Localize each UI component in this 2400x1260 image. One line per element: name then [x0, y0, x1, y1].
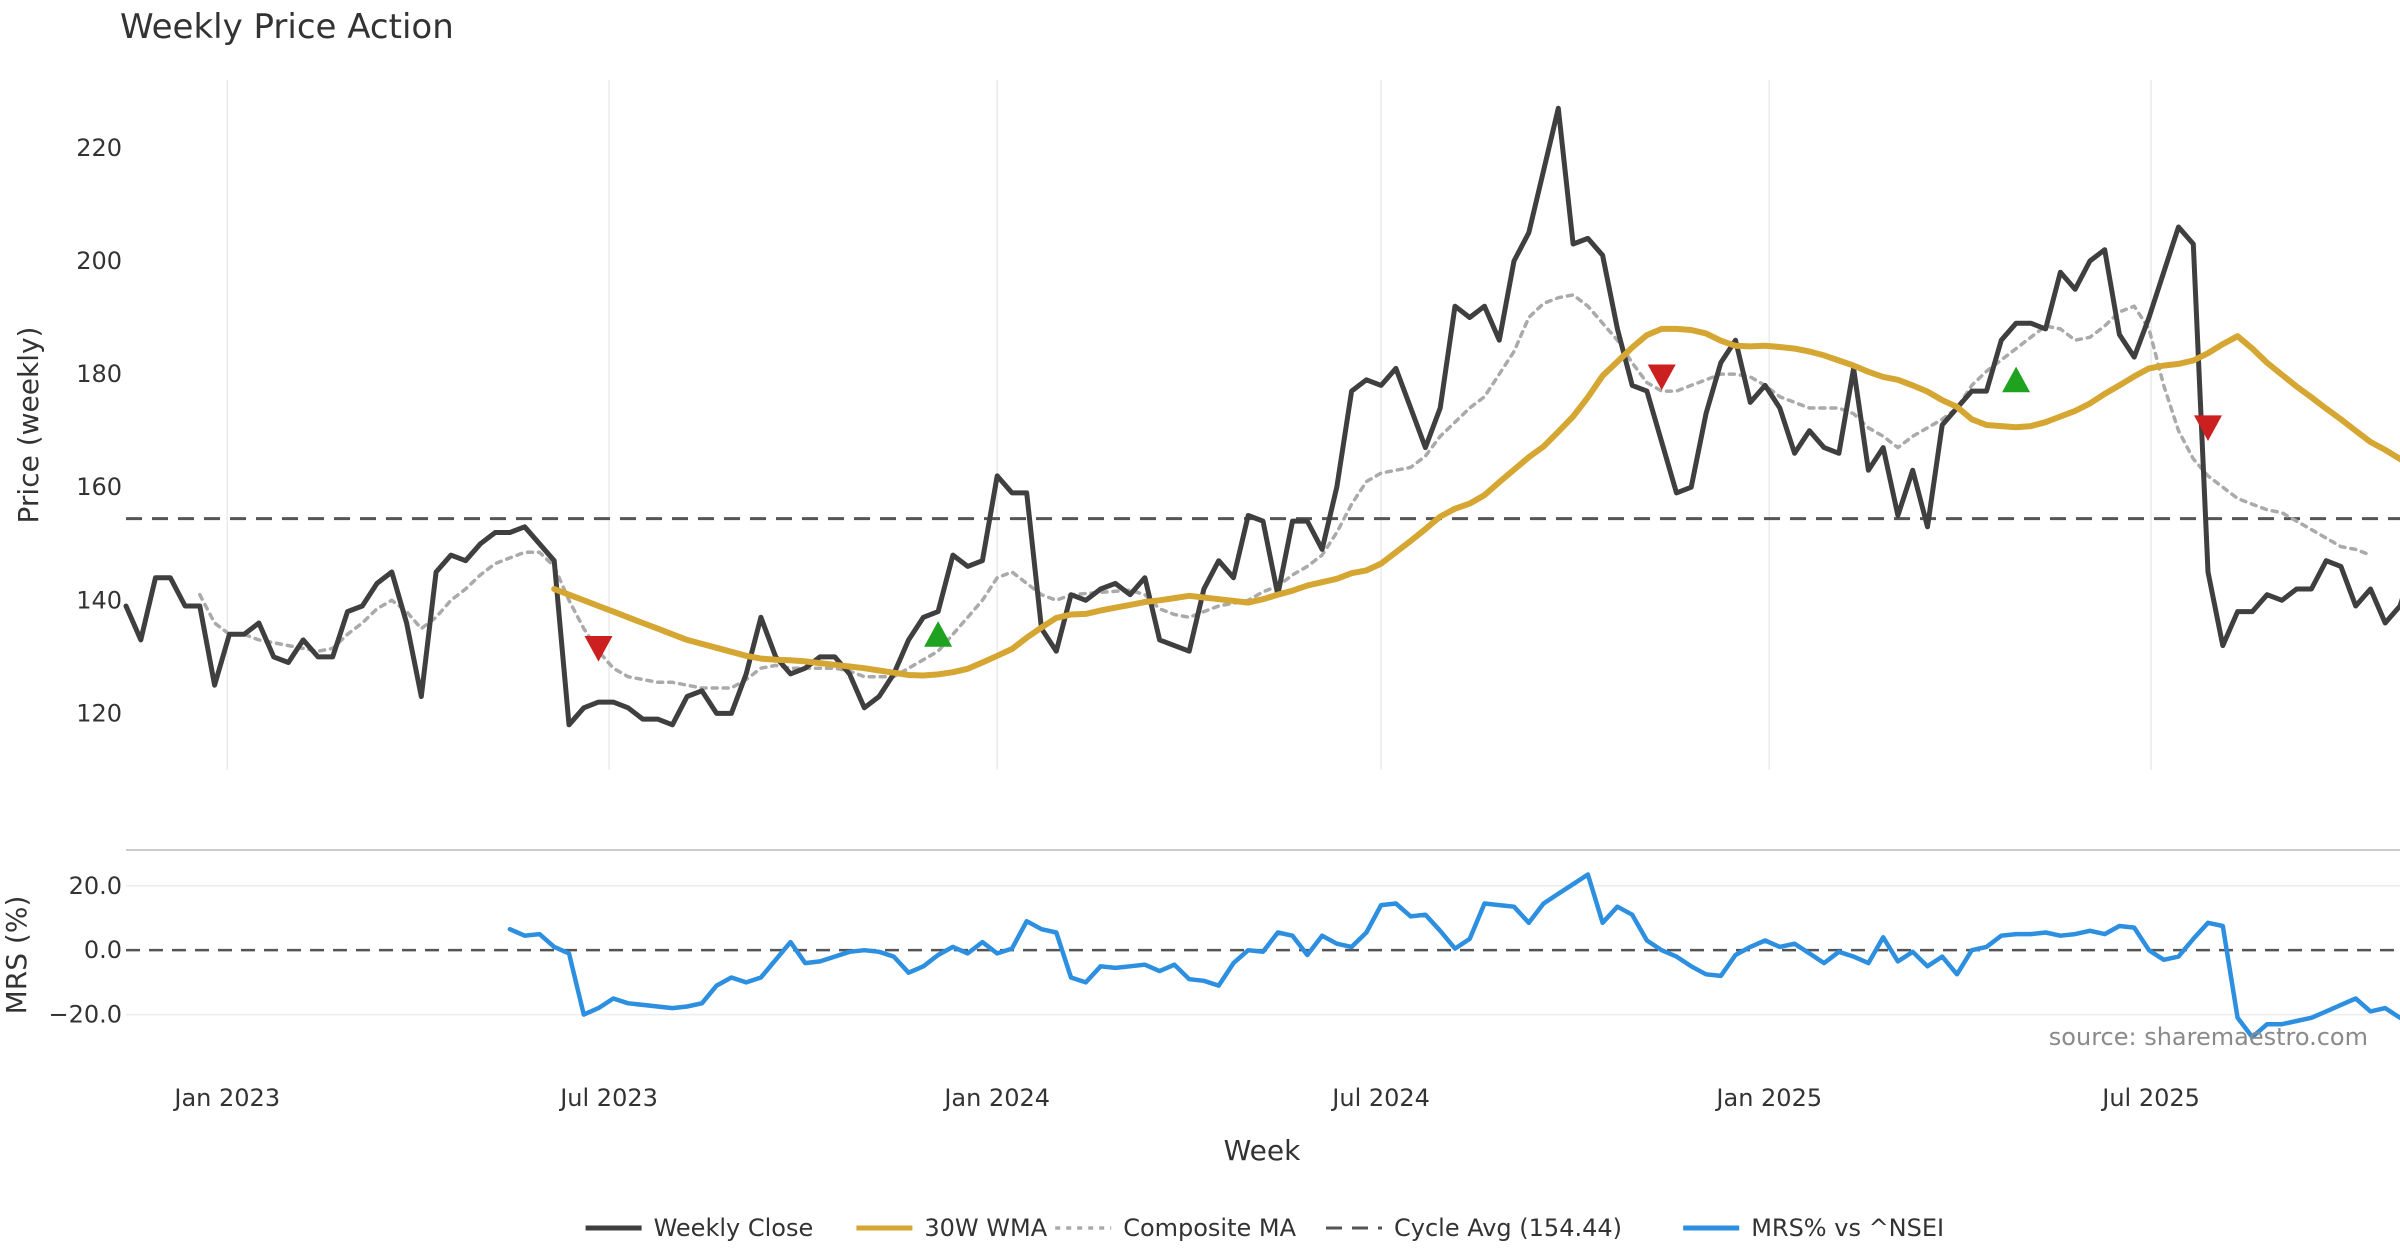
price-y-tick-label: 220 [76, 134, 122, 162]
mrs-y-axis-title: MRS (%) [0, 896, 33, 1015]
price-y-tick-label: 160 [76, 473, 122, 501]
price-y-tick-label: 140 [76, 586, 122, 614]
price-panel: 120 140 160 180 200 220 [76, 80, 2400, 770]
source-credit: source: sharemaestro.com [2049, 1023, 2368, 1051]
price-series [123, 105, 2400, 728]
price-y-axis-title: Price (weekly) [12, 327, 45, 524]
price-y-tick-label: 180 [76, 360, 122, 388]
legend: Weekly Close 30W WMA Composite MA Cycle Avg… [585, 1214, 1944, 1242]
mrs-y-tick-label: −20.0 [48, 1001, 122, 1029]
legend-label-30w-wma: 30W WMA [924, 1214, 1047, 1242]
buy-signal-marker [924, 621, 953, 647]
series-line-30w-wma [551, 325, 2400, 679]
chart-title: Weekly Price Action [120, 7, 454, 47]
legend-label-cycle-avg-154-44: Cycle Avg (154.44) [1394, 1214, 1622, 1242]
x-axis-ticks: Jan 2023 Jul 2023 Jan 2024 Jul 2024 Jan 2025… [172, 1084, 2200, 1112]
buy-signal-marker [2002, 366, 2031, 393]
mrs-y-tick-label: 20.0 [69, 872, 122, 900]
price-y-tick-label: 120 [76, 699, 122, 727]
legend-label-composite-ma: Composite MA [1123, 1214, 1296, 1242]
sell-signal-marker [2194, 415, 2222, 441]
mrs-series [507, 872, 2400, 1040]
price-vertical-gridlines [226, 80, 2152, 770]
mrs-y-tick-label: 0.0 [84, 936, 122, 964]
legend-label-weekly-close: Weekly Close [654, 1214, 814, 1242]
x-tick-label: Jul 2024 [1330, 1084, 1430, 1112]
price-y-tick-label: 200 [76, 247, 122, 275]
sell-signal-marker [584, 636, 613, 662]
x-tick-label: Jul 2025 [2100, 1084, 2200, 1112]
legend-label-mrs-vs-nsei: MRS% vs ^NSEI [1751, 1214, 1944, 1242]
mrs-y-ticks: −20.0 0.0 20.0 [48, 872, 2400, 1029]
x-tick-label: Jan 2023 [172, 1084, 280, 1112]
price-y-ticks: 120 140 160 180 200 220 [76, 134, 122, 728]
x-axis-title: Week [1224, 1134, 1301, 1167]
x-tick-label: Jul 2023 [558, 1084, 658, 1112]
series-line-composite-ma [198, 293, 2373, 690]
mrs-panel: −20.0 0.0 20.0 [48, 872, 2400, 1040]
x-tick-label: Jan 2025 [1714, 1084, 1822, 1112]
x-tick-label: Jan 2024 [942, 1084, 1050, 1112]
series-line-mrs-vs-nsei [507, 872, 2400, 1040]
signal-markers [584, 364, 2222, 662]
sell-signal-marker [1647, 364, 1676, 391]
